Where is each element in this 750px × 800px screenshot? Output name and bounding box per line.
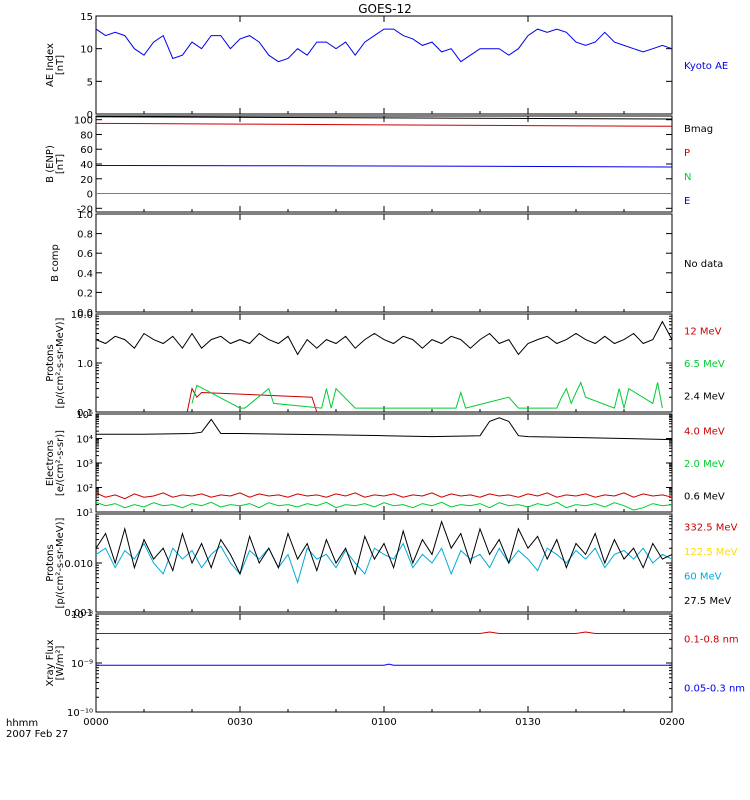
series-line-12-mev: [186, 387, 318, 413]
y-tick-label: 1.0: [77, 359, 93, 370]
time-axis-label: hhmm: [6, 718, 38, 729]
y-tick-label: 10³: [76, 459, 93, 470]
y-tick-label: -20: [77, 204, 93, 215]
panel-frame: [95, 115, 673, 213]
panel-frame: [95, 413, 673, 513]
legend-entry: E: [684, 196, 690, 207]
y-axis-label: Protons[p/(cm²-s-sr-MeV)]: [45, 517, 66, 608]
y-axis-label: AE Index[nT]: [45, 43, 66, 87]
y-axis-label: Xray Flux[W/m²]: [45, 639, 66, 686]
x-tick-label: 0000: [83, 717, 108, 728]
y-tick-label: 60: [80, 145, 93, 156]
y-axis-label: B (ENP)[nT]: [45, 145, 66, 183]
y-tick-label: 10²: [76, 484, 93, 495]
y-tick-label: 10¹: [76, 508, 93, 519]
legend-entry: 332.5 MeV: [684, 522, 738, 533]
y-tick-label: 0.8: [77, 230, 93, 241]
x-tick-label: 0130: [515, 717, 540, 728]
y-tick-label: 10⁴: [76, 435, 93, 446]
y-tick-label: 10⁻⁸: [71, 610, 93, 621]
legend-entry: 4.0 MeV: [684, 426, 725, 437]
no-data-label: No data: [684, 259, 723, 270]
y-tick-label: 10: [80, 45, 93, 56]
y-tick-label: 0.0: [77, 308, 93, 319]
series-line-p: [95, 122, 673, 127]
series-line-27-5-mev: [95, 519, 673, 576]
legend-entry: 2.4 MeV: [684, 392, 725, 403]
y-tick-label: 0.4: [77, 269, 93, 280]
series-line-0-6-mev: [96, 417, 673, 441]
legend-entry: 0.1-0.8 nm: [684, 635, 739, 646]
y-tick-label: 0: [87, 190, 93, 201]
panel-frame: [95, 513, 673, 613]
panel-frame: [95, 15, 673, 115]
panels: 0 5 10 15 AE Index[nT] Kyoto AE -20 0 20 40 60 80 10…: [45, 12, 745, 728]
x-tick-label: 0200: [659, 717, 684, 728]
y-tick-label: 0.6: [77, 249, 93, 260]
panel-frame: [95, 613, 673, 713]
chart-title: GOES-12: [358, 2, 412, 16]
y-tick-label: 0: [87, 110, 93, 121]
y-tick-label: 40: [80, 160, 93, 171]
panel-bfield: -20 0 20 40 60 80 100 B (ENP)[nT] Bmag P N E: [45, 115, 713, 215]
y-tick-label: 10.0: [71, 310, 93, 321]
series-line-0-05-0-3-nm: [96, 663, 672, 666]
legend-entry: Bmag: [684, 124, 713, 135]
y-tick-label: 0.2: [77, 288, 93, 299]
legend-entry: 12 MeV: [684, 326, 722, 337]
x-tick-label: 0030: [227, 717, 252, 728]
legend-entry: 2.0 MeV: [684, 459, 725, 470]
date-label: 2007 Feb 27: [6, 729, 68, 740]
series-line-kyoto-ae: [95, 28, 673, 63]
series-line-bmag: [95, 116, 673, 120]
y-tick-label: 1.0: [77, 210, 93, 221]
y-tick-label: 10⁵: [76, 410, 93, 421]
legend-entry: 6.5 MeV: [684, 359, 725, 370]
y-tick-label: 100: [74, 116, 93, 127]
y-axis-label: Electrons[e/(cm²-s-sr)]: [45, 430, 66, 496]
y-tick-label: 0.010: [64, 559, 93, 570]
legend-entry: 122.5 MeV: [684, 547, 738, 558]
legend-entry: 0.05-0.3 nm: [684, 684, 745, 695]
y-tick-label: 0.001: [64, 608, 93, 619]
series-line-6-5-mev: [191, 381, 663, 409]
panel-frame: [95, 213, 673, 313]
y-tick-label: 5: [87, 77, 93, 88]
panel-electrons: 10¹ 10² 10³ 10⁴ 10⁵ Electrons[e/(cm²-s-sr)] 4.…: [45, 410, 725, 519]
x-tick-label: 0100: [371, 717, 396, 728]
y-tick-label: 80: [80, 130, 93, 141]
series-line-2-4-mev: [95, 320, 673, 356]
legend-entry: 27.5 MeV: [684, 596, 731, 607]
legend-entry: 0.6 MeV: [684, 492, 725, 503]
y-axis-label: B comp: [50, 244, 61, 282]
series-line-0-1-0-8-nm: [96, 631, 672, 634]
legend-entry: N: [684, 172, 691, 183]
legend-entry: 60 MeV: [684, 571, 722, 582]
y-tick-label: 10⁻⁹: [71, 659, 93, 670]
panel-ae: 0 5 10 15 AE Index[nT] Kyoto AE: [45, 12, 728, 121]
y-tick-label: 0.1: [77, 408, 93, 419]
panel-xray: 10⁻¹⁰ 10⁻⁹ 10⁻⁸ Xray Flux[W/m²] 0.1-0.8 nm 0.…: [45, 610, 745, 719]
y-tick-label: 20: [80, 175, 93, 186]
panel-bcomp: 0.0 0.2 0.4 0.6 0.8 1.0 B comp No data: [50, 210, 723, 319]
y-tick-label: 10⁻¹⁰: [67, 708, 93, 719]
legend-entry: P: [684, 148, 690, 159]
series-line-e: [95, 165, 673, 168]
series-line-60-mev: [95, 542, 673, 585]
series-line-4-0-mev: [95, 492, 673, 500]
series-line-2-0-mev: [95, 501, 673, 511]
y-tick-label: 15: [80, 12, 93, 23]
legend-entry: Kyoto AE: [684, 61, 728, 72]
y-axis-label: Protons[p/(cm²-s-sr-MeV)]: [45, 317, 66, 408]
panel-protons1: 0.1 1.0 10.0 Protons[p/(cm²-s-sr-MeV)] 12 Me…: [45, 310, 725, 419]
